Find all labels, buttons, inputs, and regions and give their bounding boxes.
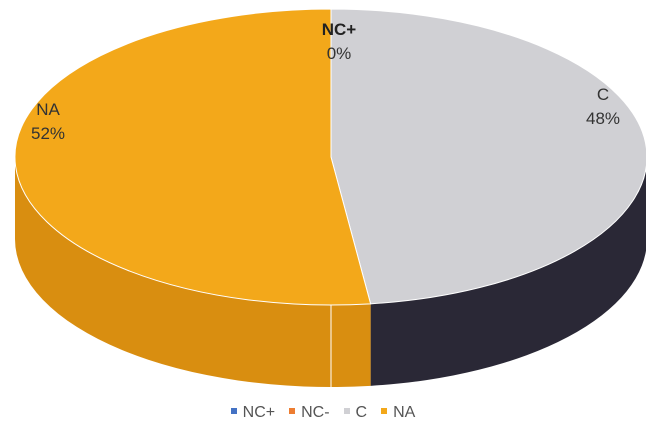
pie-slice-c (330, 8, 646, 305)
data-label-c-name: C (597, 85, 609, 104)
pie-side-na (15, 157, 371, 387)
legend-swatch-c (343, 407, 350, 414)
legend: NC+ NC- C NA (0, 404, 646, 422)
pie-labels: NC+ 0% C 48% NA 52% (31, 20, 620, 143)
legend-label-c: C (355, 404, 368, 421)
legend-swatch-na (381, 407, 388, 414)
data-label-nc-plus-name: NC+ (322, 20, 357, 39)
legend-label-nc-plus: NC+ (242, 404, 276, 421)
pie-slice-na (14, 8, 372, 306)
legend-item-nc: NC- (289, 404, 330, 422)
legend-item-nc-plus: NC+ (230, 404, 276, 422)
pie-tops (14, 8, 646, 306)
data-label-na-percent: 52% (31, 124, 65, 143)
legend-swatch-nc (289, 407, 296, 414)
data-label-nc-plus-percent: 0% (327, 44, 352, 63)
pie-sides (15, 157, 646, 387)
legend-item-na: NA (381, 404, 415, 422)
legend-label-na: NA (393, 404, 416, 421)
legend-item-c: C (343, 404, 368, 422)
data-label-na-name: NA (36, 100, 60, 119)
pie-side-c (370, 168, 646, 386)
legend-swatch-nc-plus (230, 407, 237, 414)
legend-label-nc: NC- (301, 404, 330, 421)
data-label-c-percent: 48% (586, 109, 620, 128)
